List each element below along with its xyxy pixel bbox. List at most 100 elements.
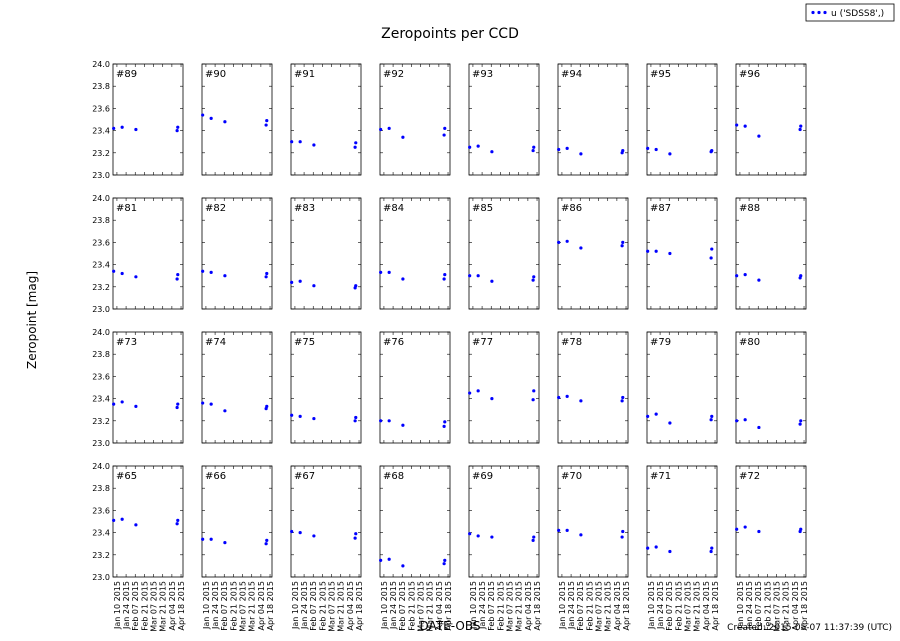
ccd-label: #92 xyxy=(383,69,404,80)
data-point xyxy=(209,116,213,120)
data-point xyxy=(579,152,583,156)
data-point xyxy=(757,278,761,282)
x-tick-label: Apr 04 2015 xyxy=(702,581,711,630)
ccd-panel: Jan 10 2015 Jan 24 2015 Feb 07 2015 Feb 21 … xyxy=(557,465,631,632)
data-point xyxy=(134,127,138,132)
panel-frame xyxy=(112,63,184,176)
data-point xyxy=(490,397,494,401)
data-point xyxy=(646,414,650,418)
data-point xyxy=(223,120,227,124)
panel-frame xyxy=(557,331,629,444)
ccd-panel: #87 xyxy=(646,197,718,310)
x-tick-label: Apr 18 2015 xyxy=(355,581,364,630)
legend-label: u ('SDSS8',) xyxy=(831,9,884,19)
ccd-label: #88 xyxy=(739,203,760,214)
data-point xyxy=(668,251,672,256)
data-point xyxy=(387,270,391,274)
panel-frame xyxy=(646,63,718,176)
ccd-panel: #88 xyxy=(735,197,807,310)
x-tick-label: Apr 18 2015 xyxy=(533,581,542,630)
data-point xyxy=(532,145,536,149)
data-point xyxy=(531,148,535,153)
ccd-panel: Jan 10 2015 Jan 24 2015 Feb 07 2015 Feb 21 … xyxy=(735,465,809,632)
x-tick-label: Apr 04 2015 xyxy=(613,581,622,630)
data-point xyxy=(620,244,624,248)
ccd-panel: #95 xyxy=(646,63,718,176)
legend: u ('SDSS8',) xyxy=(805,3,895,22)
ccd-label: #71 xyxy=(650,471,671,482)
data-point xyxy=(401,423,405,427)
data-point xyxy=(264,123,268,127)
x-tick-label: Jan 24 2015 xyxy=(745,581,754,630)
x-tick-label: Mar 21 2015 xyxy=(159,581,168,632)
data-point xyxy=(201,401,205,405)
data-point xyxy=(468,391,472,395)
x-tick-label: Mar 21 2015 xyxy=(515,581,524,632)
data-point xyxy=(120,125,124,129)
data-point xyxy=(443,272,447,277)
x-tick-label: Mar 21 2015 xyxy=(604,581,613,632)
data-point xyxy=(646,146,650,150)
ccd-panel: #91 xyxy=(290,63,362,176)
ccd-panel: #86 xyxy=(557,197,629,310)
ccd-label: #67 xyxy=(294,471,315,482)
ccd-panel: 23.0 23.2 23.4 23.6 23.8 24.0 Jan 10 2015 Jan 2… xyxy=(92,462,186,632)
ccd-label: #73 xyxy=(116,337,137,348)
chart-title: Zeropoints per CCD xyxy=(381,26,519,42)
y-tick-label: 23.2 xyxy=(92,551,110,560)
x-tick-label: Feb 21 2015 xyxy=(407,581,416,631)
created-timestamp: Created: 2015-05-07 11:37:39 (UTC) xyxy=(727,623,892,633)
x-tick-label: Feb 07 2015 xyxy=(487,581,496,631)
data-point xyxy=(354,532,358,536)
y-tick-label: 23.2 xyxy=(92,149,110,158)
data-point xyxy=(201,269,205,273)
data-point xyxy=(209,270,213,274)
y-tick-label: 23.0 xyxy=(92,305,110,314)
x-tick-label: Apr 18 2015 xyxy=(800,581,809,630)
data-point xyxy=(264,275,268,279)
ccd-panel: Jan 10 2015 Jan 24 2015 Feb 07 2015 Feb 21 … xyxy=(201,465,275,632)
ccd-label: #84 xyxy=(383,203,404,214)
data-point xyxy=(134,275,138,279)
x-tick-label: Jan 10 2015 xyxy=(380,581,389,630)
data-point xyxy=(532,389,536,393)
ccd-label: #96 xyxy=(739,69,760,80)
x-tick-label: Mar 07 2015 xyxy=(239,581,248,632)
panel-frame xyxy=(290,331,362,444)
ccd-label: #93 xyxy=(472,69,493,80)
data-point xyxy=(710,414,714,418)
data-point xyxy=(710,247,714,251)
data-point xyxy=(757,425,761,430)
data-point xyxy=(265,271,269,276)
data-point xyxy=(442,277,446,281)
data-point xyxy=(134,404,138,408)
data-point xyxy=(112,402,116,406)
y-tick-label: 23.0 xyxy=(92,573,110,582)
data-point xyxy=(353,145,357,149)
panel-frame xyxy=(112,331,184,444)
x-tick-label: Jan 10 2015 xyxy=(736,581,745,630)
panel-frame xyxy=(468,197,540,310)
ccd-label: #89 xyxy=(116,69,137,80)
x-tick-label: Mar 21 2015 xyxy=(248,581,257,632)
y-axis-label: Zeropoint [mag] xyxy=(25,271,39,369)
ccd-label: #70 xyxy=(561,471,582,482)
data-point xyxy=(223,540,227,545)
data-point xyxy=(743,124,747,128)
ccd-panel: #80 xyxy=(735,331,807,444)
y-tick-label: 23.8 xyxy=(92,82,110,91)
panel-frame xyxy=(557,63,629,176)
x-tick-label: Mar 07 2015 xyxy=(684,581,693,632)
data-point xyxy=(401,277,405,281)
x-tick-label: Mar 07 2015 xyxy=(328,581,337,632)
data-point xyxy=(442,133,446,137)
ccd-label: #81 xyxy=(116,203,137,214)
data-point xyxy=(354,415,358,420)
data-point xyxy=(354,284,358,288)
data-point xyxy=(565,394,569,398)
data-point xyxy=(735,123,739,127)
x-tick-label: Jan 24 2015 xyxy=(478,581,487,630)
y-tick-label: 23.2 xyxy=(92,417,110,426)
y-tick-label: 23.4 xyxy=(92,127,110,136)
